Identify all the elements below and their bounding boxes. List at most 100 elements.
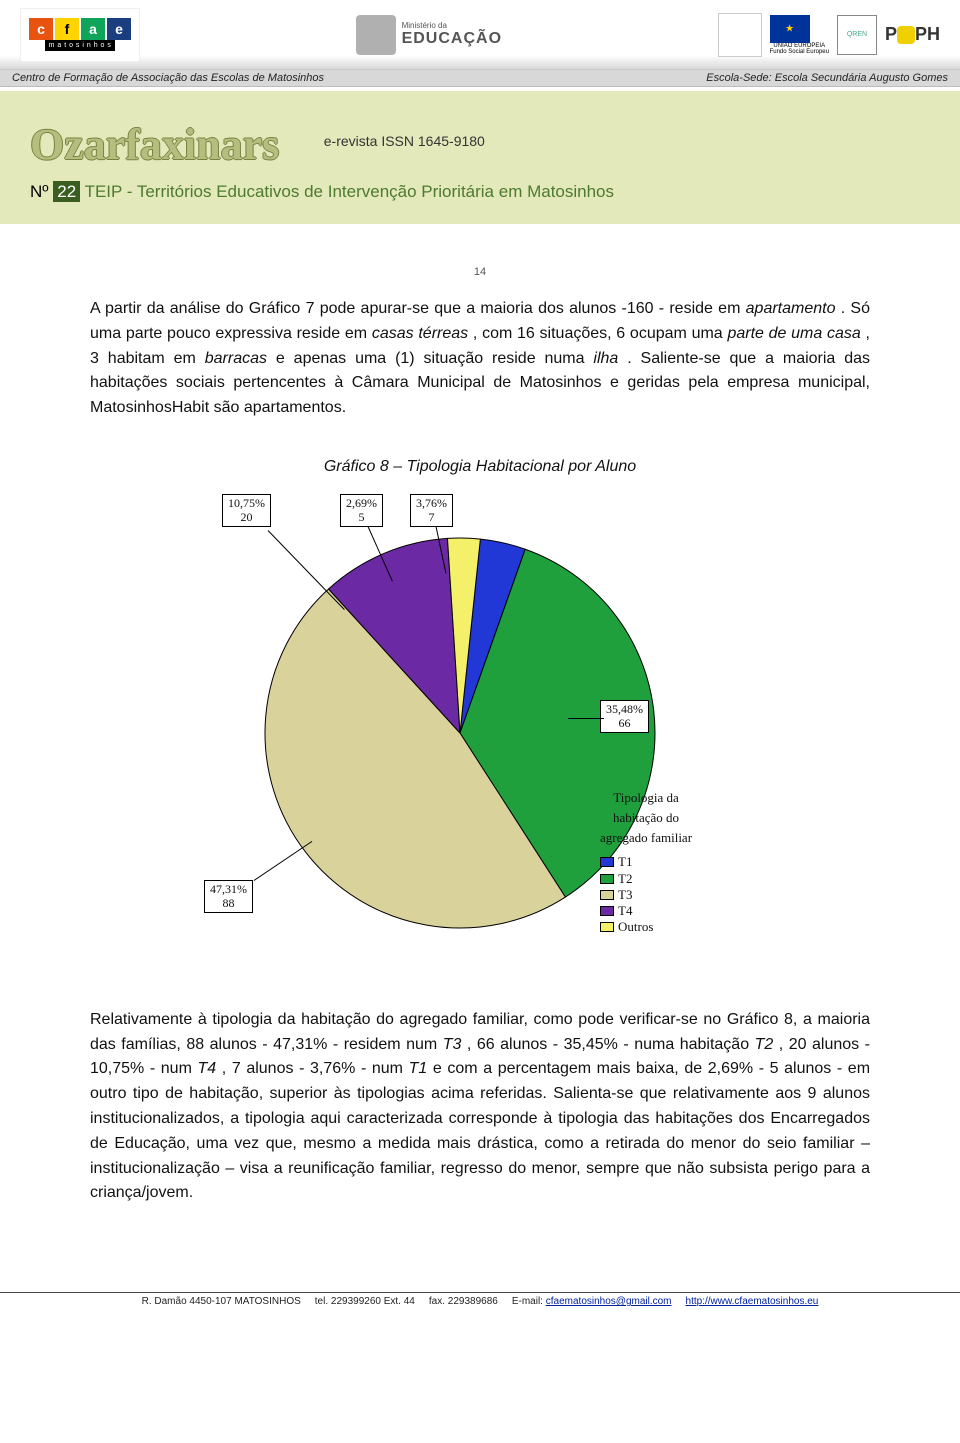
text-run: , 66 alunos - 35,45% - numa habitação [467, 1036, 755, 1053]
text-run: A partir da análise do Gráfico 7 pode ap… [90, 300, 746, 317]
ministerio-bot: EDUCAÇÃO [402, 30, 502, 48]
footer-tel: tel. 229399260 Ext. 44 [315, 1296, 415, 1307]
callout-outros: 2,69% 5 [340, 494, 383, 528]
cfae-sub: m a t o s i n h o s [45, 40, 116, 51]
text-run-italic: T4 [198, 1060, 217, 1077]
legend-label: Outros [618, 919, 653, 935]
chart-legend: Tipologia dahabitação doagregado familia… [600, 788, 692, 936]
label: tel. [315, 1296, 328, 1307]
chart-title: Gráfico 8 – Tipologia Habitacional por A… [90, 455, 870, 480]
footer-email: E-mail: cfaematosinhos@gmail.com [512, 1296, 672, 1307]
callout-pct: 3,76% [416, 496, 447, 510]
legend-swatch-icon [600, 857, 614, 867]
header-center: Ministério da EDUCAÇÃO [356, 15, 502, 55]
legend-title: Tipologia dahabitação doagregado familia… [600, 788, 692, 848]
text-run-italic: parte de uma casa [727, 325, 860, 342]
issn-line: e-revista ISSN 1645-9180 [324, 133, 485, 149]
text-run-italic: ilha [593, 350, 618, 367]
text-run: , com 16 situações, 6 ocupam uma [473, 325, 728, 342]
callout-pct: 47,31% [210, 882, 247, 896]
legend-row-T3: T3 [600, 887, 692, 903]
legend-items: T1T2T3T4Outros [600, 854, 692, 935]
text-run-italic: T3 [443, 1036, 462, 1053]
legend-row-T1: T1 [600, 854, 692, 870]
page-footer: R. Damão 4450-107 MATOSINHOS tel. 229399… [0, 1292, 960, 1310]
issue-line: Nº 22 TEIP - Territórios Educativos de I… [30, 182, 930, 202]
text-run-italic: casas térreas [372, 325, 468, 342]
callout-t4: 10,75% 20 [222, 494, 271, 528]
cfae-letter: e [107, 18, 131, 40]
legend-swatch-icon [600, 874, 614, 884]
issue-number: 22 [53, 181, 80, 202]
subheader-right: Escola-Sede: Escola Secundária Augusto G… [706, 72, 948, 84]
legend-swatch-icon [600, 890, 614, 900]
callout-count: 88 [223, 896, 235, 910]
legend-row-T4: T4 [600, 903, 692, 919]
title-band: Ozarfaxinars e-revista ISSN 1645-9180 Nº… [0, 91, 960, 224]
callout-count: 5 [359, 510, 365, 524]
callout-t1: 3,76% 7 [410, 494, 453, 528]
subheader-left: Centro de Formação de Associação das Esc… [12, 72, 324, 84]
footer-address: R. Damão 4450-107 MATOSINHOS [142, 1296, 301, 1307]
header-left: c f a e m a t o s i n h o s [20, 8, 140, 62]
footer-url-link[interactable]: http://www.cfaematosinhos.eu [686, 1296, 819, 1307]
page-header: c f a e m a t o s i n h o s Ministério d… [0, 0, 960, 70]
legend-label: T2 [618, 871, 632, 887]
footer-email-link[interactable]: cfaematosinhos@gmail.com [546, 1296, 672, 1307]
value: 229399260 [331, 1296, 381, 1307]
text-run-italic: apartamento [746, 300, 836, 317]
paragraph-2: Relativamente à tipologia da habitação d… [90, 1008, 870, 1206]
callout-pct: 10,75% [228, 496, 265, 510]
ministerio-logo: Ministério da EDUCAÇÃO [356, 15, 502, 55]
legend-swatch-icon [600, 922, 614, 932]
text-run: e com a percentagem mais baixa, de 2,69%… [90, 1060, 870, 1201]
callout-count: 20 [241, 510, 253, 524]
text-run-italic: T2 [755, 1036, 774, 1053]
legend-row-T2: T2 [600, 871, 692, 887]
subheader-bar: Centro de Formação de Associação das Esc… [0, 70, 960, 87]
cfae-letter: a [81, 18, 105, 40]
value: 44 [404, 1296, 415, 1307]
legend-label: T1 [618, 854, 632, 870]
legend-label: T4 [618, 903, 632, 919]
qren-logo: QREN [837, 15, 877, 55]
page-number: 14 [90, 264, 870, 281]
cfae-letter: c [29, 18, 53, 40]
page-body: 14 A partir da análise do Gráfico 7 pode… [0, 224, 960, 1252]
text-run: , 7 alunos - 3,76% - num [222, 1060, 409, 1077]
legend-row-Outros: Outros [600, 919, 692, 935]
issue-no-label: Nº [30, 182, 49, 201]
eu-flag-label1: UNIÃO EUROPEIA [770, 43, 829, 49]
leader-line [568, 718, 604, 719]
label: fax. [429, 1296, 445, 1307]
ministerio-text: Ministério da EDUCAÇÃO [402, 21, 502, 48]
poph-o-icon [897, 26, 915, 44]
header-right: UNIÃO EUROPEIA Fundo Social Europeu QREN… [718, 13, 940, 57]
issue-title: TEIP - Territórios Educativos de Interve… [85, 182, 614, 201]
emblem-icon [356, 15, 396, 55]
text-run-italic: barracas [205, 350, 267, 367]
label: E-mail: [512, 1296, 543, 1307]
journal-title: Ozarfaxinars [30, 119, 279, 170]
text-run: e apenas uma (1) situação reside numa [276, 350, 594, 367]
footer-fax: fax. 229389686 [429, 1296, 498, 1307]
eu-flag-label2: Fundo Social Europeu [770, 49, 829, 55]
value: 229389686 [448, 1296, 498, 1307]
cfae-letter: f [55, 18, 79, 40]
callout-pct: 35,48% [606, 702, 643, 716]
pie-chart: 10,75% 20 2,69% 5 3,76% 7 35,48% 66 47,3… [180, 488, 780, 988]
callout-t3: 47,31% 88 [204, 880, 253, 914]
legend-swatch-icon [600, 906, 614, 916]
callout-count: 66 [619, 716, 631, 730]
text-run-italic: T1 [409, 1060, 428, 1077]
ministerio-top: Ministério da [402, 21, 502, 30]
poph-logo: PPH [885, 24, 940, 45]
label: Ext. [384, 1296, 401, 1307]
callout-pct: 2,69% [346, 496, 377, 510]
eu-flag-icon [770, 15, 810, 43]
cfae-logo: c f a e m a t o s i n h o s [20, 8, 140, 62]
partner-emblem-icon [718, 13, 762, 57]
paragraph-1: A partir da análise do Gráfico 7 pode ap… [90, 297, 870, 421]
callout-count: 7 [429, 510, 435, 524]
callout-t2: 35,48% 66 [600, 700, 649, 734]
